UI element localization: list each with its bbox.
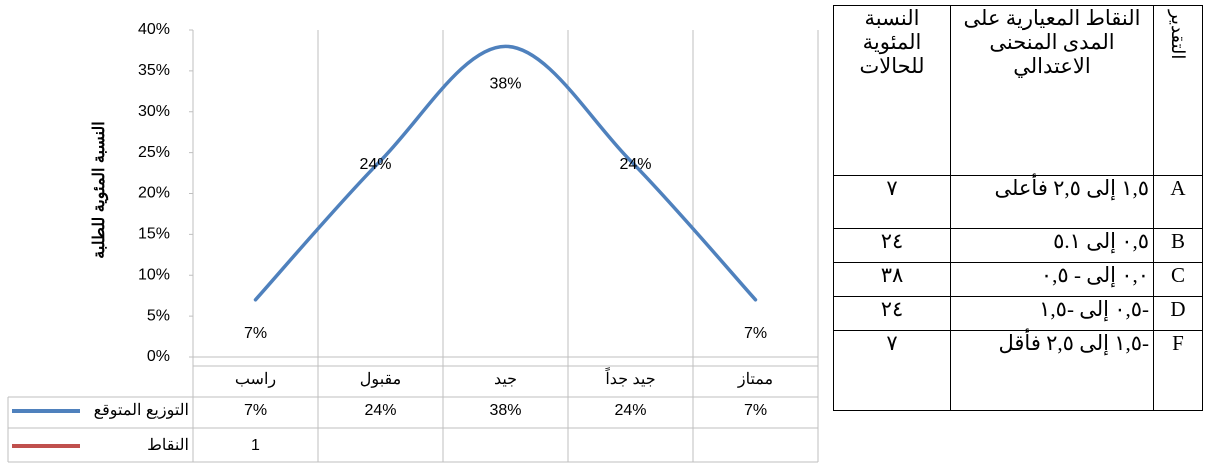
chart: النسبة المئوية للطلبة 0% 5% 10% 15% 20% 25% 30… [7, 21, 819, 463]
table-header: التقدير النقاط المعيارية على المدى المنح… [833, 5, 1203, 176]
table-cell: C [1153, 262, 1203, 297]
table-value: 24% [614, 402, 646, 419]
grade-table: التقدير النقاط المعيارية على المدى المنح… [833, 5, 1203, 411]
table-row: F -١,٥ إلى ٢,٥ فأقل ٧ [833, 330, 1203, 411]
table-row: B ٠,٥ إلى ٥.١ ٢٤ [833, 228, 1203, 263]
y-tick-label: 20% [138, 185, 170, 202]
table-cell: B [1153, 228, 1203, 263]
data-label: 24% [359, 156, 391, 173]
table-cell: ٢٤ [833, 228, 951, 263]
y-tick-label: 15% [138, 226, 170, 243]
legend-label: التوزيع المتوقع [94, 402, 189, 419]
y-tick-label: 0% [147, 348, 170, 365]
data-label: 24% [619, 156, 651, 173]
header-cell: التقدير [1153, 5, 1203, 176]
table-row: D -٠,٥ إلى -١,٥ ٢٤ [833, 296, 1203, 331]
table-value: 7% [244, 402, 267, 419]
legend-label: النقاط [147, 437, 189, 454]
table-cell: A [1153, 175, 1203, 229]
data-label: 7% [244, 325, 267, 342]
category-label: مقبول [360, 371, 401, 388]
table-cell: ٧ [833, 175, 951, 229]
table-cell: -٠,٥ إلى -١,٥ [950, 296, 1154, 331]
table-cell: ٠,٥ إلى ٥.١ [950, 228, 1154, 263]
table-cell: ٠,٠ إلى - ٠,٥ [950, 262, 1154, 297]
table-value: 38% [489, 402, 521, 419]
header-cell: النسبة المئوية للحالات [833, 5, 951, 176]
category-label: جيد [494, 371, 517, 388]
category-label: جيد جداً [605, 367, 656, 389]
data-label: 7% [744, 325, 767, 342]
y-axis-title: النسبة المئوية للطلبة [91, 121, 109, 258]
table-cell: ١,٥ إلى ٢,٥ فأعلى [950, 175, 1154, 229]
series-line [253, 44, 758, 302]
table-row: C ٠,٠ إلى - ٠,٥ ٣٨ [833, 262, 1203, 297]
header-cell: النقاط المعيارية على المدى المنحنى الاعت… [950, 5, 1154, 176]
table-cell: F [1153, 330, 1203, 411]
table-cell: ٧ [833, 330, 951, 411]
y-tick-label: 35% [138, 62, 170, 79]
category-label: راسب [235, 371, 276, 388]
y-tick-label: 25% [138, 144, 170, 161]
table-cell: ٢٤ [833, 296, 951, 331]
table-cell: -١,٥ إلى ٢,٥ فأقل [950, 330, 1154, 411]
category-label: ممتاز [737, 371, 773, 388]
table-cell: ٣٨ [833, 262, 951, 297]
y-tick-label: 40% [138, 21, 170, 38]
y-tick-label: 5% [147, 307, 170, 324]
header-text: التقدير [1168, 10, 1188, 60]
table-value: 1 [251, 437, 260, 454]
y-tick-label: 10% [138, 266, 170, 283]
table-value: 7% [744, 402, 767, 419]
table-cell: D [1153, 296, 1203, 331]
table-row: A ١,٥ إلى ٢,٥ فأعلى ٧ [833, 175, 1203, 229]
table-value: 24% [364, 402, 396, 419]
y-tick-label: 30% [138, 103, 170, 120]
data-label: 38% [489, 76, 521, 93]
